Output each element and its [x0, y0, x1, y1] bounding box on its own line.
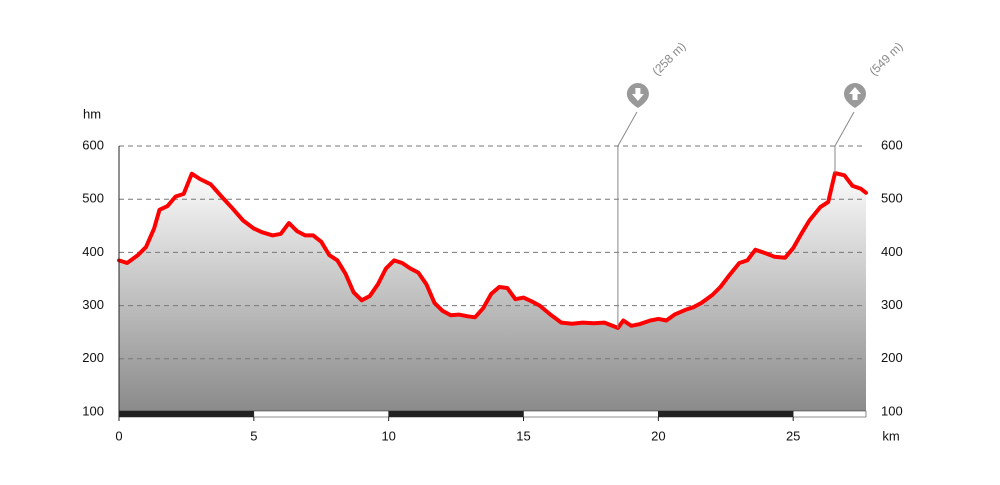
y-tick-label: 400: [82, 244, 104, 259]
annotation-label: (549 m): [866, 39, 905, 78]
scale-bar-segment: [523, 410, 659, 418]
x-tick-label: 5: [250, 428, 257, 443]
y-tick-label: 600: [82, 137, 104, 152]
y-tick-label-right: 400: [881, 244, 903, 259]
y-tick-label-right: 300: [881, 297, 903, 312]
annotation-leader: [834, 111, 855, 174]
y-tick-label: 500: [82, 191, 104, 206]
x-axis-label: km: [882, 428, 899, 443]
y-axis-label: hm: [83, 106, 101, 121]
y-tick-label: 100: [82, 403, 104, 418]
scale-bar-segment: [253, 410, 389, 418]
elevation-line: [117, 171, 868, 330]
scale-bar-segment: [792, 410, 867, 418]
y-tick-label-right: 500: [881, 191, 903, 206]
annotation-arrow: [631, 88, 644, 101]
x-tick-label: 10: [381, 428, 395, 443]
y-tick-label: 200: [82, 350, 104, 365]
x-tick-label: 0: [115, 428, 122, 443]
annotation-arrow: [848, 87, 861, 100]
x-tick-label: 15: [516, 428, 530, 443]
annotation-leader: [617, 111, 638, 328]
scale-bar-segment: [118, 410, 255, 418]
y-tick-label-right: 200: [881, 350, 903, 365]
scale-bar-segment: [388, 410, 524, 418]
scale-bar-segment: [658, 410, 794, 418]
y-tick-label: 300: [82, 297, 104, 312]
y-tick-label-right: 600: [881, 137, 903, 152]
y-tick-label-right: 100: [881, 403, 903, 418]
elevation-area: [119, 173, 866, 412]
x-tick-label: 20: [651, 428, 665, 443]
x-tick-label: 25: [786, 428, 800, 443]
annotation-label: (258 m): [649, 39, 688, 78]
